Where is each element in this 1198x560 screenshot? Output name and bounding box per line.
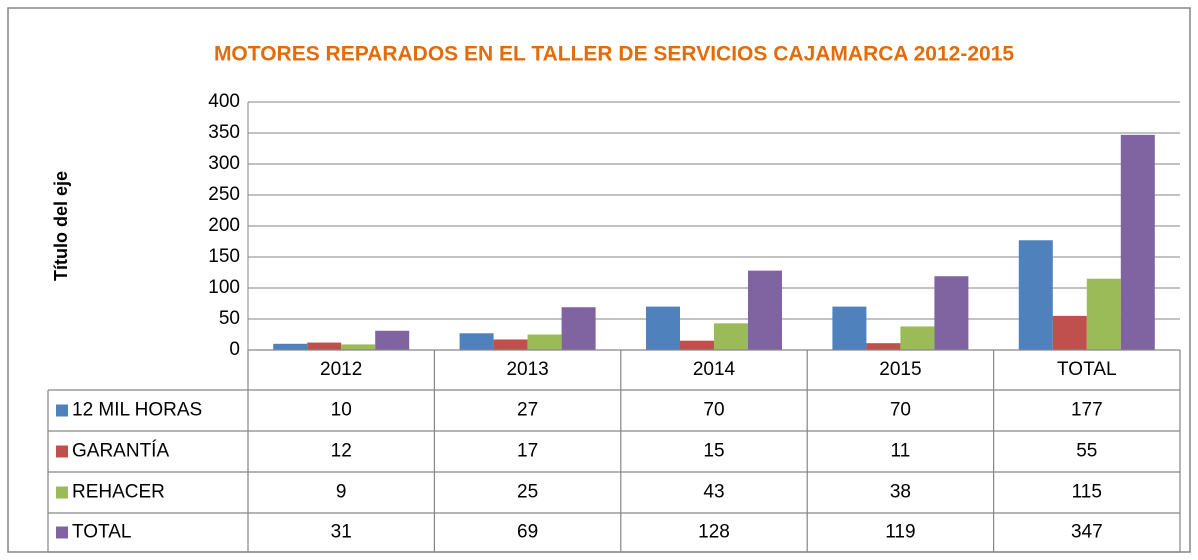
bar [1018,240,1053,350]
bar [866,343,901,350]
bar [561,307,596,350]
table-value: 27 [517,400,538,421]
legend-label: REHACER [72,482,165,503]
x-tick-label: TOTAL [1057,359,1116,380]
chart-title: MOTORES REPARADOS EN EL TALLER DE SERVIC… [214,43,1014,66]
table-value: 128 [698,522,730,543]
y-tick-label: 250 [208,184,240,205]
table-value: 70 [703,400,724,421]
x-tick-label: 2015 [879,359,921,380]
bar [307,342,342,350]
x-tick-label: 2014 [693,359,736,380]
y-tick-label: 100 [208,277,240,298]
bar [273,343,308,350]
legend-key [56,404,68,417]
table-value: 25 [517,482,538,503]
table-value: 15 [703,441,724,462]
y-tick-label: 150 [208,246,240,267]
table-value: 347 [1071,522,1103,543]
bar [748,270,782,350]
bar [934,276,969,350]
bar [646,306,680,350]
bar [900,326,935,350]
bar [832,306,867,350]
bar [714,323,748,350]
legend-label: 12 MIL HORAS [72,400,202,421]
table-value: 69 [517,522,538,543]
legend-key [56,526,68,539]
table-value: 38 [890,482,911,503]
y-tick-label: 400 [208,91,240,112]
table-value: 115 [1072,482,1102,503]
y-tick-label: 200 [208,215,240,236]
table-value: 12 [331,441,352,462]
y-tick-label: 300 [208,153,240,174]
table-value: 70 [890,400,911,421]
x-tick-label: 2013 [506,359,548,380]
bar [680,340,714,350]
y-tick-label: 0 [229,339,240,360]
table-value: 119 [885,522,915,543]
table-value: 31 [331,522,352,543]
y-tick-label: 350 [208,122,240,143]
bar [527,334,562,350]
y-axis-title: Título del eje [51,171,71,281]
table-value: 177 [1071,400,1103,421]
table-value: 10 [331,400,352,421]
legend-key [56,486,68,499]
bar [1052,315,1087,350]
legend-key [56,445,68,458]
bar [341,344,376,350]
legend-label: GARANTÍA [72,441,169,462]
table-value: 11 [891,441,911,462]
y-tick-label: 50 [219,308,240,329]
bar [1086,278,1121,350]
bar [459,333,494,350]
chart-border [7,7,1191,553]
bar [493,339,528,350]
bar [1120,134,1155,350]
table-value: 43 [703,482,724,503]
table-value: 17 [517,441,538,462]
legend-label: TOTAL [72,522,131,543]
x-tick-label: 2012 [320,359,362,380]
bar [375,330,410,350]
table-value: 9 [336,482,347,503]
table-value: 55 [1076,441,1097,462]
